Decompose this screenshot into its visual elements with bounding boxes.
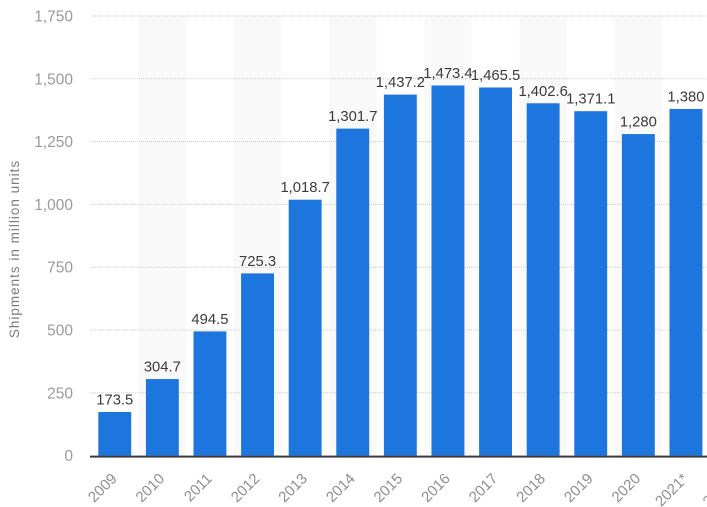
- svg-text:494.5: 494.5: [191, 312, 228, 328]
- svg-text:1,018.7: 1,018.7: [280, 180, 329, 196]
- svg-text:1,000: 1,000: [34, 197, 73, 214]
- svg-text:750: 750: [47, 260, 73, 277]
- svg-text:1,473.4: 1,473.4: [423, 66, 472, 82]
- svg-text:1,371.1: 1,371.1: [566, 92, 615, 108]
- svg-text:1,500: 1,500: [34, 71, 73, 88]
- svg-text:1,250: 1,250: [34, 134, 73, 151]
- svg-text:725.3: 725.3: [239, 254, 276, 270]
- svg-text:1,301.7: 1,301.7: [328, 109, 377, 125]
- svg-text:500: 500: [47, 323, 73, 340]
- svg-text:1,280: 1,280: [620, 115, 657, 131]
- svg-text:Shipments in million units: Shipments in million units: [7, 160, 22, 338]
- svg-text:250: 250: [47, 385, 73, 402]
- svg-text:1,465.5: 1,465.5: [471, 68, 520, 84]
- svg-text:1,750: 1,750: [34, 9, 73, 26]
- svg-text:1,437.2: 1,437.2: [376, 75, 425, 91]
- svg-text:0: 0: [64, 448, 73, 465]
- svg-text:1,380: 1,380: [667, 89, 704, 105]
- svg-text:173.5: 173.5: [96, 393, 133, 409]
- svg-text:304.7: 304.7: [144, 360, 181, 376]
- svg-text:1,402.6: 1,402.6: [518, 84, 567, 100]
